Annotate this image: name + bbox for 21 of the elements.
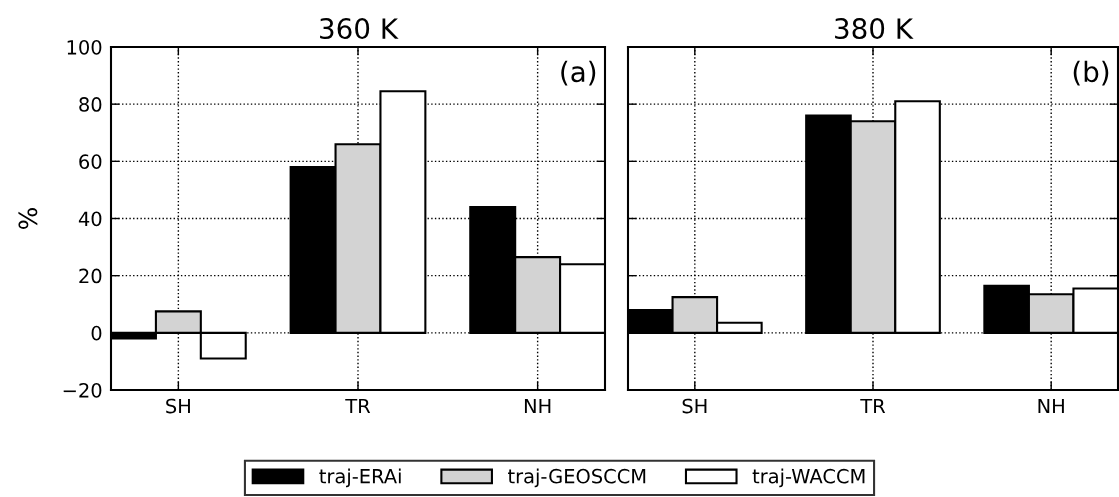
y-tick-label: 100 xyxy=(67,39,102,55)
x-tick-label: TR xyxy=(860,398,886,414)
y-tick-label: 80 xyxy=(79,97,102,112)
y-tick-label: −20 xyxy=(63,382,102,398)
annotation: (b) xyxy=(1073,60,1109,86)
y-tick-label: 40 xyxy=(78,211,102,227)
y-tick-label: 0 xyxy=(91,325,102,341)
y-tick-label: 60 xyxy=(79,154,102,169)
chart-title: 360 K xyxy=(320,18,399,40)
legend-label: traj-ERAi xyxy=(319,468,401,488)
x-tick-label: SH xyxy=(682,398,707,414)
x-tick-label: SH xyxy=(166,398,190,414)
annotation: (a) xyxy=(561,60,596,86)
legend-label: traj-WACCM xyxy=(752,468,865,488)
chart-title: 380 K xyxy=(835,18,914,40)
y-axis-title: % xyxy=(18,208,38,229)
x-tick-label: NH xyxy=(524,398,551,414)
x-tick-label: TR xyxy=(345,398,371,414)
x-tick-label: NH xyxy=(1038,398,1064,414)
y-tick-label: 20 xyxy=(79,268,102,284)
legend-label: traj-GEOSCCM xyxy=(508,468,646,488)
